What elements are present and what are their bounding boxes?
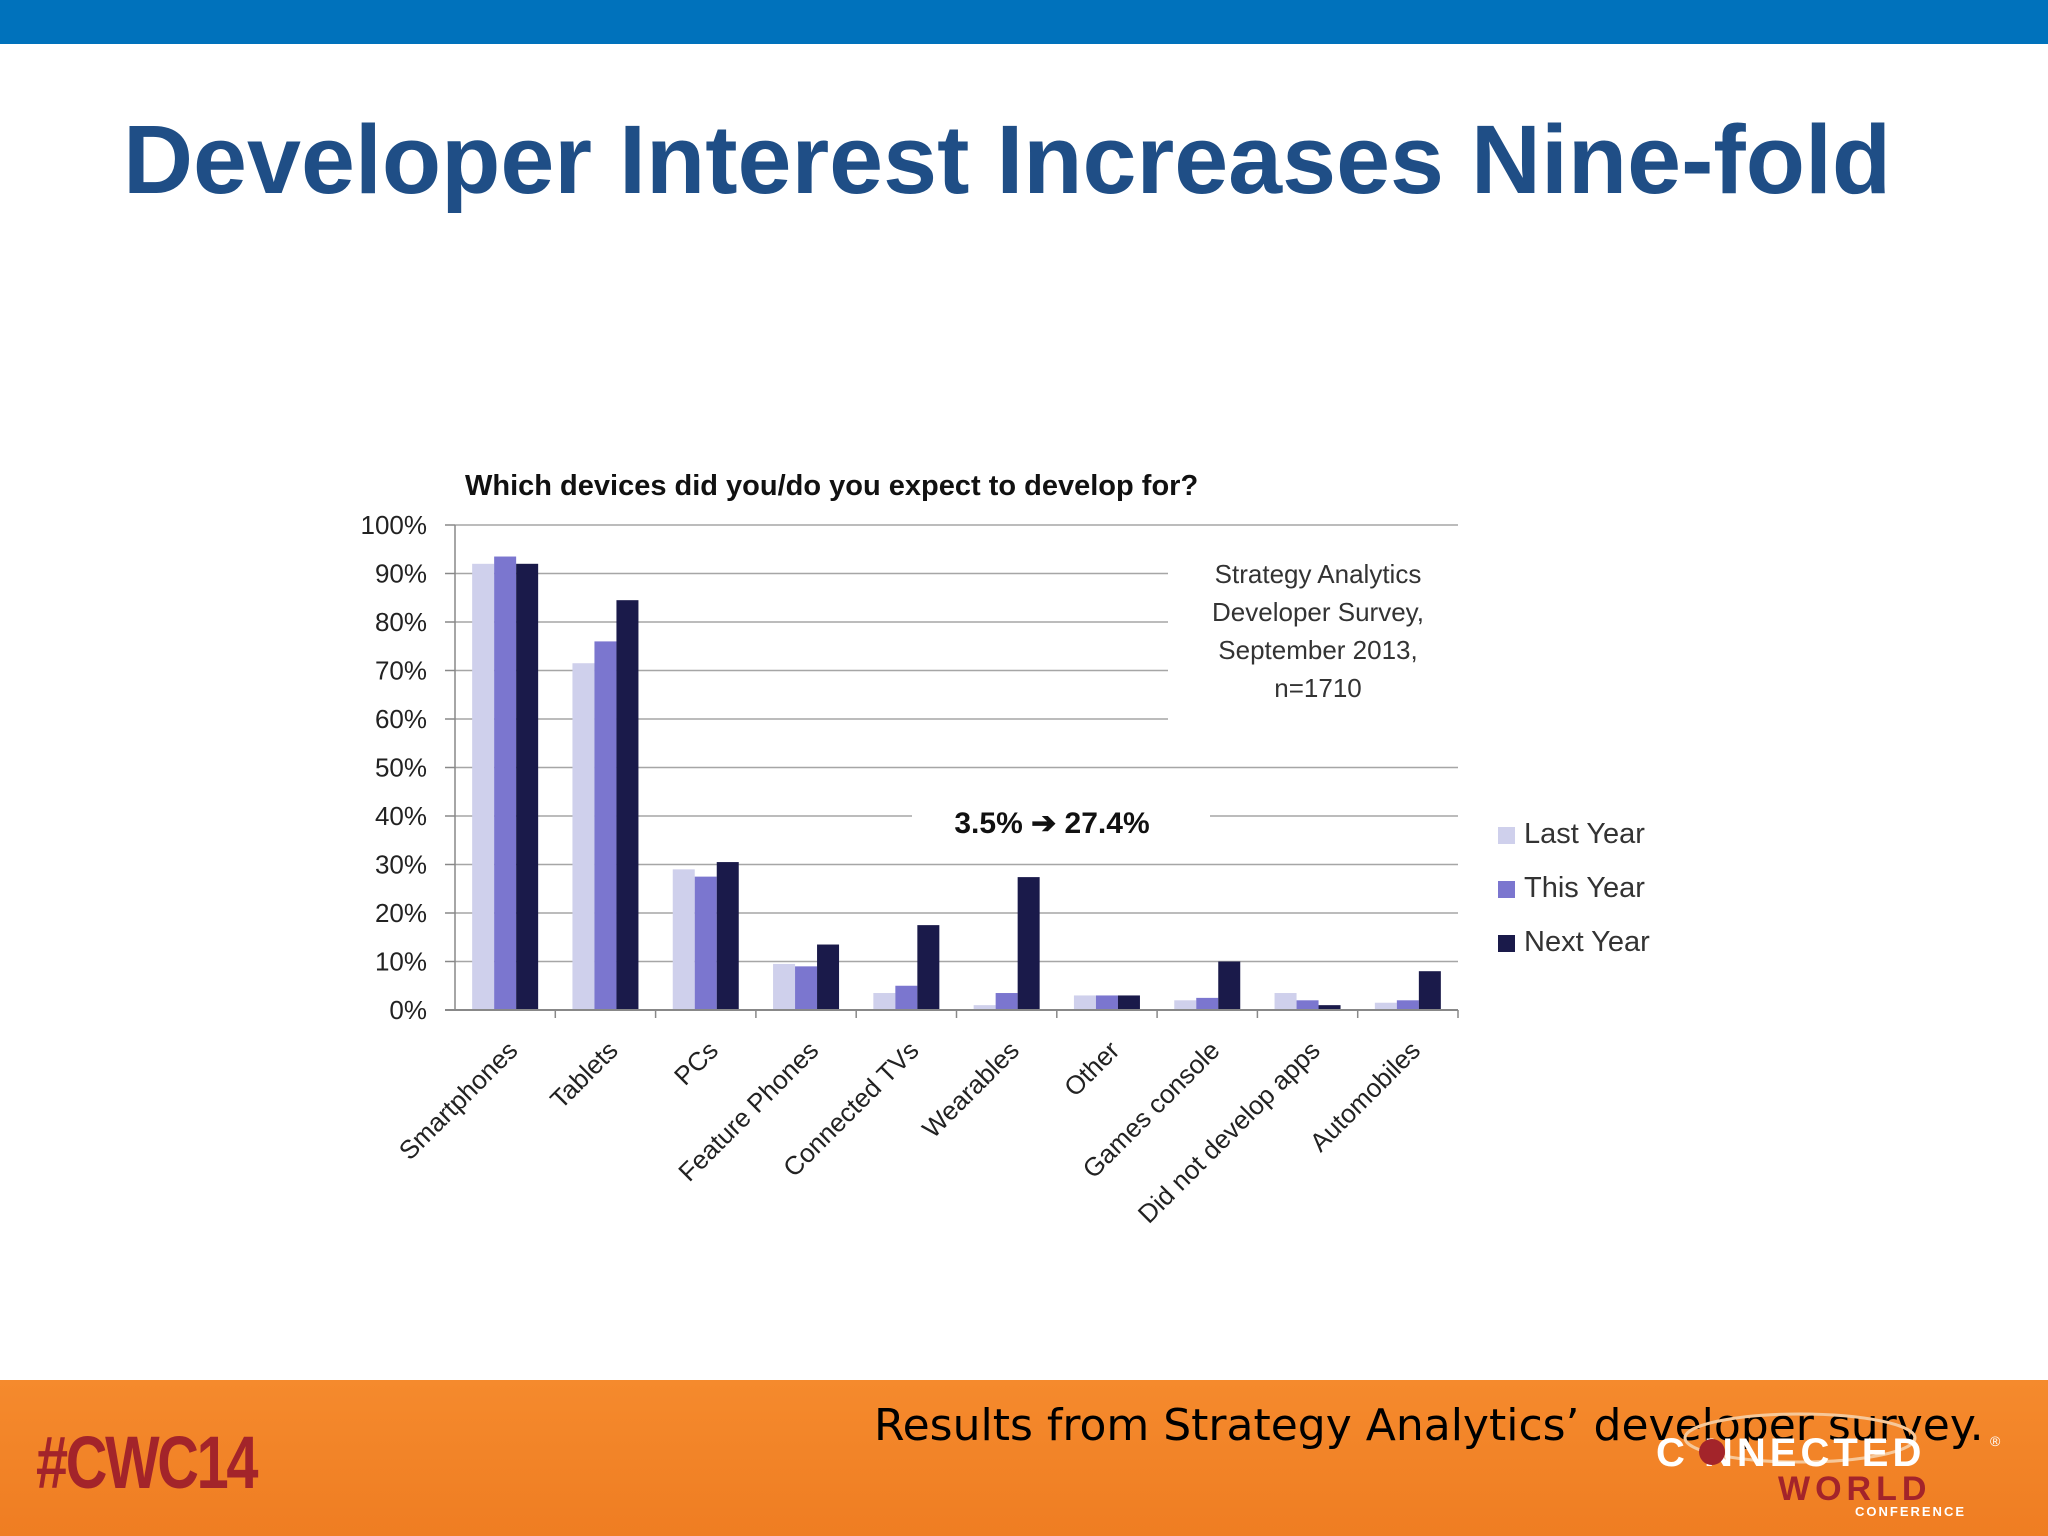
bar-games-console-last-year [1174, 1000, 1197, 1010]
y-tick-label: 30% [375, 850, 427, 880]
x-tick-label-other: Other [1058, 1035, 1125, 1102]
source-annotation: Strategy Analytics Developer Survey, Septe… [1212, 559, 1424, 703]
x-tick-label-pcs: PCs [668, 1035, 724, 1091]
bar-other-next-year [1117, 995, 1140, 1010]
legend-label-last-year: Last Year [1524, 818, 1645, 850]
bar-did-not-develop-apps-last-year [1274, 993, 1297, 1010]
bar-feature-phones-this-year [795, 966, 818, 1010]
bar-games-console-next-year [1218, 961, 1241, 1010]
globe-icon [1699, 1439, 1725, 1465]
bar-tablets-last-year [572, 663, 595, 1010]
y-tick-label: 50% [375, 753, 427, 783]
bar-automobiles-last-year [1374, 1002, 1397, 1010]
bar-smartphones-last-year [472, 563, 495, 1010]
bar-connected-tvs-last-year [873, 993, 896, 1010]
logo-world-text: WORLD [1778, 1470, 1931, 1508]
bar-wearables-last-year [973, 1005, 996, 1010]
connected-world-logo: C NNECTED ® WORLD CONFERENCE [1656, 1412, 2001, 1519]
source-note-line: Strategy Analytics [1215, 559, 1422, 589]
bar-did-not-develop-apps-this-year [1296, 1000, 1319, 1010]
top-accent-bar [0, 0, 2048, 44]
chart-legend: Last Year This Year Next Year [1498, 818, 1650, 958]
x-tick-label-tablets: Tablets [544, 1035, 623, 1114]
chart-title: Which devices did you/do you expect to d… [465, 470, 1198, 502]
legend-swatch-next-year [1498, 935, 1515, 952]
chart-canvas: Which devices did you/do you expect to d… [361, 470, 1651, 1229]
slide-title: Developer Interest Increases Nine-fold [123, 105, 1892, 214]
y-tick-label: 80% [375, 607, 427, 637]
legend-label-next-year: Next Year [1524, 926, 1650, 958]
bar-tablets-next-year [616, 600, 639, 1010]
logo-conference-text: CONFERENCE [1855, 1504, 1966, 1519]
slide-caption: Results from Strategy Analytics’ develop… [874, 1400, 1984, 1451]
y-tick-label: 100% [361, 510, 428, 540]
source-note-line: n=1710 [1274, 673, 1361, 703]
y-tick-label: 10% [375, 947, 427, 977]
source-note-line: Developer Survey, [1212, 597, 1424, 627]
bar-automobiles-next-year [1418, 971, 1441, 1010]
bar-connected-tvs-this-year [895, 985, 918, 1010]
logo-swoosh [1683, 1412, 1917, 1464]
logo-connected-text: C NNECTED [1656, 1431, 1925, 1475]
bar-smartphones-this-year [494, 556, 517, 1010]
wearables-growth-annotation: 3.5% ➔ 27.4% [954, 807, 1149, 840]
y-tick-label: 70% [375, 656, 427, 686]
bar-pcs-last-year [672, 869, 695, 1010]
registered-mark: ® [1990, 1433, 2001, 1449]
x-tick-label-smartphones: Smartphones [393, 1035, 524, 1166]
bar-feature-phones-next-year [817, 944, 840, 1010]
y-tick-label: 90% [375, 559, 427, 589]
bar-chart: Which devices did you/do you expect to d… [340, 455, 1700, 1305]
bar-did-not-develop-apps-next-year [1318, 1005, 1341, 1010]
bar-smartphones-next-year [516, 563, 539, 1010]
y-axis-ticks: 0% 10% 20% 30% 40% 50% 60% 70% 80% 90% 100% [361, 510, 455, 1025]
legend-swatch-last-year [1498, 827, 1515, 844]
bar-connected-tvs-next-year [917, 925, 940, 1010]
x-tick-label-did-not-develop-apps: Did not develop apps [1132, 1035, 1326, 1229]
chart-bars [472, 556, 1441, 1010]
bar-pcs-this-year [694, 876, 717, 1010]
bar-other-last-year [1073, 995, 1096, 1010]
y-tick-label: 20% [375, 898, 427, 928]
chart-axes [445, 525, 1459, 1018]
bar-feature-phones-last-year [773, 963, 796, 1010]
legend-label-this-year: This Year [1524, 872, 1645, 904]
source-note-line: September 2013, [1218, 635, 1417, 665]
x-tick-label-wearables: Wearables [916, 1035, 1025, 1144]
y-tick-label: 40% [375, 801, 427, 831]
bar-pcs-next-year [716, 862, 739, 1010]
bar-tablets-this-year [594, 641, 617, 1010]
event-hashtag: #CWC14 [36, 1421, 258, 1504]
legend-swatch-this-year [1498, 881, 1515, 898]
y-tick-label: 0% [389, 995, 427, 1025]
bar-automobiles-this-year [1396, 1000, 1419, 1010]
bar-games-console-this-year [1196, 997, 1219, 1010]
bar-wearables-next-year [1017, 877, 1040, 1010]
bar-wearables-this-year [995, 993, 1018, 1010]
bar-other-this-year [1095, 995, 1118, 1010]
y-tick-label: 60% [375, 704, 427, 734]
